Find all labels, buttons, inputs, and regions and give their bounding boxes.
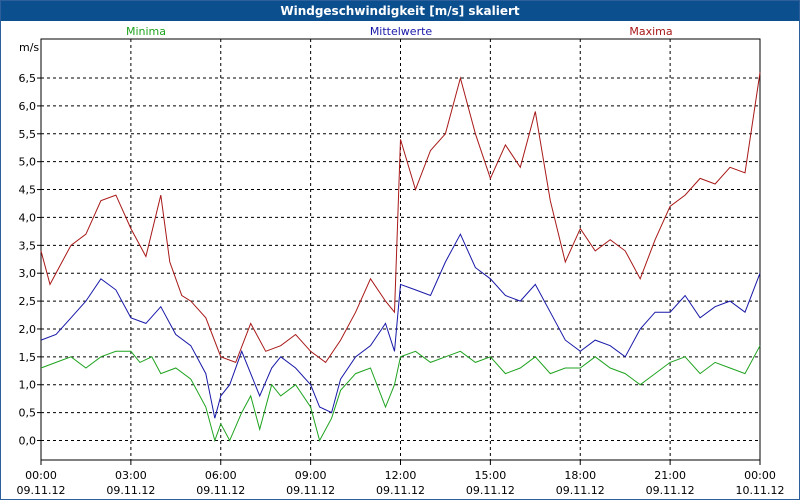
series-line-minima (40, 345, 761, 443)
y-tick-label: 3,5 (19, 239, 37, 252)
y-tick-label: 0,0 (19, 434, 37, 447)
grid (41, 39, 760, 460)
x-tick-time: 15:00 (475, 469, 507, 482)
y-tick-label: 4,0 (19, 211, 37, 224)
x-tick-date: 09.11.12 (106, 484, 155, 497)
y-tick-label: 6,0 (19, 100, 37, 113)
x-tick-date: 09.11.12 (196, 484, 245, 497)
x-tick-time: 21:00 (654, 469, 686, 482)
x-tick-time: 12:00 (385, 469, 417, 482)
series-group (40, 72, 761, 443)
y-tick-label: 3,0 (19, 267, 37, 280)
legend-maxima: Maxima (629, 25, 672, 38)
legend-mittelwerte: Mittelwerte (370, 25, 433, 38)
x-tick-time: 06:00 (205, 469, 237, 482)
window-title: Windgeschwindigkeit [m/s] skaliert (1, 1, 799, 21)
x-tick-time: 03:00 (115, 469, 147, 482)
y-tick-label: 1,5 (19, 351, 37, 364)
x-tick-time: 00:00 (25, 469, 57, 482)
series-line-mittelwerte (40, 233, 761, 419)
series-line-maxima (40, 72, 761, 364)
x-tick-time: 00:00 (744, 469, 776, 482)
x-axis: 00:00 09.11.12 03:00 09.11.12 06:00 09.11.12 0… (17, 460, 785, 497)
x-tick-time: 09:00 (295, 469, 327, 482)
y-tick-label: 5,0 (19, 156, 37, 169)
y-tick-label: 0,5 (19, 407, 37, 420)
y-tick-label: 2,5 (19, 295, 37, 308)
y-axis: 0,0 0,5 1,0 1,5 2,0 2,5 3,0 3,5 4,0 4,5 5,0 5,5 6,0 6… (19, 72, 41, 447)
y-axis-label: m/s (19, 41, 39, 54)
x-tick-date: 09.11.12 (376, 484, 425, 497)
y-tick-label: 2,0 (19, 323, 37, 336)
y-tick-label: 1,0 (19, 379, 37, 392)
y-tick-label: 5,5 (19, 128, 37, 141)
x-tick-date: 09.11.12 (466, 484, 515, 497)
x-tick-date: 09.11.12 (646, 484, 695, 497)
x-tick-date: 09.11.12 (286, 484, 335, 497)
x-tick-time: 18:00 (564, 469, 596, 482)
y-tick-label: 6,5 (19, 72, 37, 85)
x-tick-date: 09.11.12 (556, 484, 605, 497)
y-tick-label: 4,5 (19, 184, 37, 197)
legend-minima: Minima (126, 25, 166, 38)
x-tick-date: 09.11.12 (17, 484, 66, 497)
x-tick-date: 10.11.12 (736, 484, 785, 497)
legend: Minima Mittelwerte Maxima (126, 25, 673, 38)
